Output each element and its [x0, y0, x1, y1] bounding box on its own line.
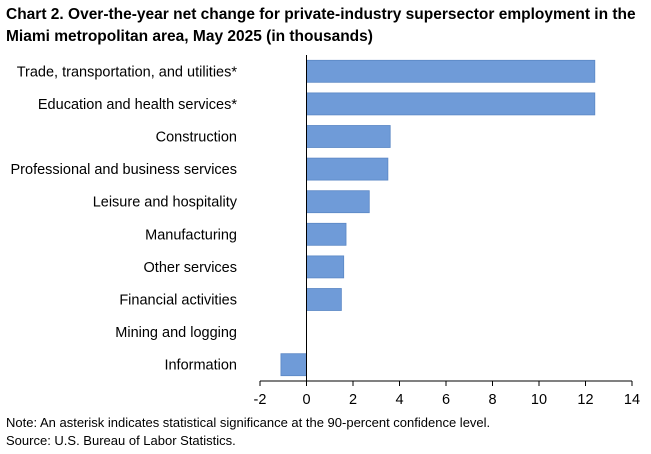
- category-label: Construction: [156, 130, 237, 146]
- category-label: Other services: [144, 260, 237, 276]
- category-label: Information: [164, 358, 237, 374]
- bar-9: [280, 353, 307, 377]
- x-tick-label: 8: [488, 392, 496, 408]
- x-tick-label: 10: [531, 392, 547, 408]
- category-labels-group: Trade, transportation, and utilities* Edu…: [11, 64, 238, 373]
- chart-title: Chart 2. Over-the-year net change for pr…: [6, 6, 636, 45]
- bar-5: [306, 222, 347, 246]
- bar-1: [306, 92, 596, 116]
- category-label: Manufacturing: [145, 227, 237, 243]
- source-note: Source: U.S. Bureau of Labor Statistics.: [6, 433, 236, 448]
- bars-group: [280, 59, 596, 377]
- category-label: Trade, transportation, and utilities*: [17, 64, 238, 80]
- bar-3: [306, 157, 389, 181]
- bar-2: [306, 125, 391, 148]
- x-tick-label: 12: [577, 392, 593, 408]
- x-tick-label: 2: [349, 392, 357, 408]
- category-label: Mining and logging: [115, 325, 237, 341]
- category-label: Leisure and hospitality: [93, 195, 238, 211]
- category-label: Professional and business services: [11, 162, 237, 178]
- x-tick-label: -2: [254, 392, 267, 408]
- bar-6: [306, 255, 345, 279]
- x-tick-label: 0: [302, 392, 310, 408]
- x-tick-label: 4: [395, 392, 403, 408]
- bar-7: [306, 288, 342, 311]
- footnote: Note: An asterisk indicates statistical …: [6, 415, 491, 430]
- bar-0: [306, 59, 596, 83]
- category-label: Education and health services*: [38, 97, 237, 113]
- x-axis: -2 0 2 4 6 8 10 12 14: [254, 380, 640, 408]
- x-tick-label: 6: [442, 392, 450, 408]
- category-label: Financial activities: [119, 293, 237, 309]
- bar-4: [306, 190, 370, 214]
- x-tick-label: 14: [624, 392, 640, 408]
